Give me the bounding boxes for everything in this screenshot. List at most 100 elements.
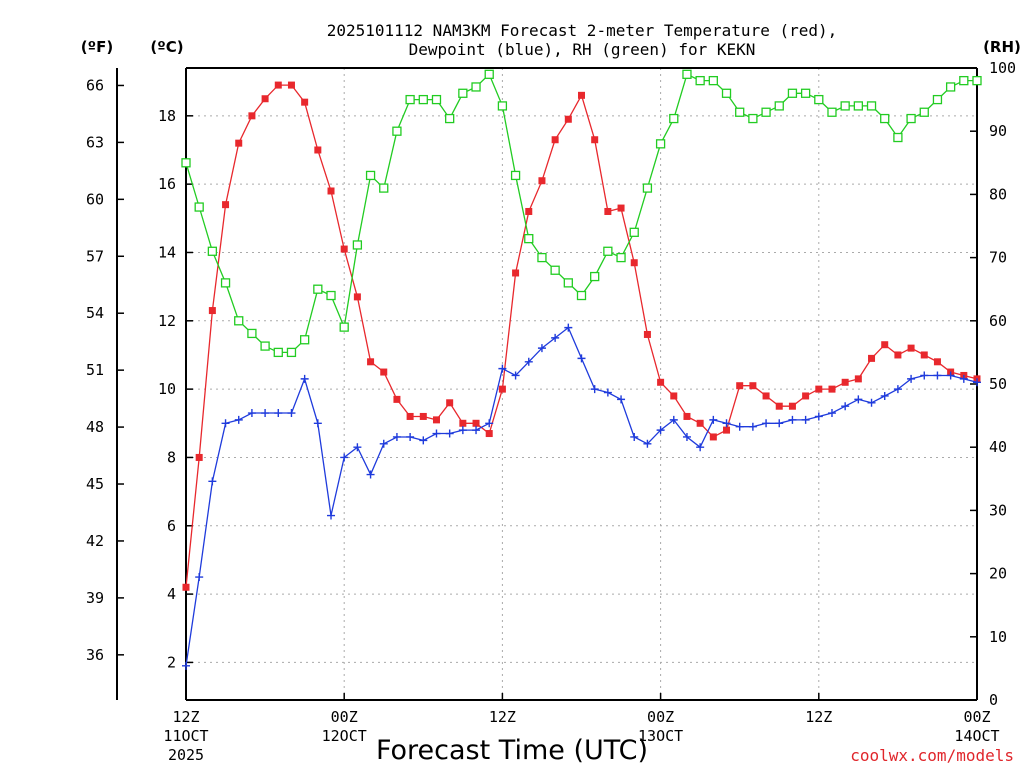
data-point-dewpoint_c xyxy=(643,439,652,448)
data-point-dewpoint_c xyxy=(208,477,217,486)
data-point-dewpoint_c xyxy=(788,415,797,424)
data-point-rh_percent xyxy=(484,69,494,79)
data-point-rh_percent xyxy=(418,94,428,105)
data-point-rh_percent xyxy=(299,335,310,345)
data-point-temperature_c xyxy=(327,187,335,195)
data-point-dewpoint_c xyxy=(182,661,190,670)
data-point-temperature_c xyxy=(564,115,572,123)
data-point-dewpoint_c xyxy=(511,371,520,380)
data-point-dewpoint_c xyxy=(353,443,362,452)
data-point-temperature_c xyxy=(854,375,862,383)
data-point-temperature_c xyxy=(195,453,203,461)
data-point-temperature_c xyxy=(314,146,322,154)
x-tick-label-date: 13OCT xyxy=(638,727,683,745)
data-point-temperature_c xyxy=(736,382,744,390)
data-point-dewpoint_c xyxy=(946,371,955,380)
data-point-temperature_c xyxy=(828,385,836,393)
data-point-temperature_c xyxy=(551,136,559,144)
data-point-dewpoint_c xyxy=(340,453,349,462)
data-point-dewpoint_c xyxy=(234,415,243,424)
data-point-dewpoint_c xyxy=(392,432,401,441)
rh-tick-label: 20 xyxy=(989,565,1007,583)
data-point-temperature_c xyxy=(933,358,941,366)
data-point-rh_percent xyxy=(497,101,508,111)
data-point-dewpoint_c xyxy=(287,409,296,418)
data-point-dewpoint_c xyxy=(722,419,731,428)
data-point-dewpoint_c xyxy=(827,409,836,418)
data-point-rh_percent xyxy=(339,322,349,332)
data-point-temperature_c xyxy=(762,392,770,400)
fahrenheit-tick-label: 45 xyxy=(86,475,104,493)
data-point-rh_percent xyxy=(181,158,191,168)
data-point-dewpoint_c xyxy=(274,409,283,418)
data-point-temperature_c xyxy=(301,98,309,106)
data-point-temperature_c xyxy=(498,385,506,393)
data-series xyxy=(181,69,982,670)
data-point-temperature_c xyxy=(340,245,348,253)
data-point-temperature_c xyxy=(868,354,876,362)
data-point-dewpoint_c xyxy=(814,412,823,421)
data-point-temperature_c xyxy=(643,330,651,338)
data-point-dewpoint_c xyxy=(406,432,415,441)
data-point-temperature_c xyxy=(393,395,401,403)
data-point-dewpoint_c xyxy=(735,422,744,431)
data-point-temperature_c xyxy=(802,392,810,400)
data-point-dewpoint_c xyxy=(920,371,929,380)
data-point-temperature_c xyxy=(538,177,546,185)
data-point-temperature_c xyxy=(841,378,849,386)
data-point-rh_percent xyxy=(774,101,784,111)
site-credit: coolwx.com/models xyxy=(850,746,1014,765)
rh-tick-label: 60 xyxy=(989,312,1007,330)
data-point-temperature_c xyxy=(485,430,493,438)
data-point-temperature_c xyxy=(670,392,678,400)
data-point-rh_percent xyxy=(972,75,982,86)
data-point-rh_percent xyxy=(603,246,613,256)
data-point-temperature_c xyxy=(446,399,454,407)
data-point-rh_percent xyxy=(735,107,745,117)
celsius-tick-label: 2 xyxy=(167,653,176,671)
data-point-rh_percent xyxy=(893,132,903,143)
x-axis-title: Forecast Time (UTC) xyxy=(376,735,648,766)
data-point-rh_percent xyxy=(827,107,837,117)
data-point-dewpoint_c xyxy=(801,415,810,424)
data-point-rh_percent xyxy=(405,94,415,105)
data-point-rh_percent xyxy=(563,278,573,288)
data-point-dewpoint_c xyxy=(300,374,309,383)
data-point-rh_percent xyxy=(880,113,890,124)
fahrenheit-tick-label: 36 xyxy=(86,646,104,664)
data-point-rh_percent xyxy=(682,69,692,79)
data-point-temperature_c xyxy=(525,207,533,215)
celsius-tick-label: 16 xyxy=(158,175,176,193)
data-point-dewpoint_c xyxy=(603,388,612,397)
data-point-rh_percent xyxy=(352,240,363,250)
data-point-temperature_c xyxy=(709,433,717,441)
data-point-dewpoint_c xyxy=(893,385,902,394)
data-point-rh_percent xyxy=(458,88,468,98)
data-point-rh_percent xyxy=(932,94,943,105)
data-point-dewpoint_c xyxy=(762,419,771,428)
data-point-temperature_c xyxy=(235,139,243,147)
data-point-temperature_c xyxy=(459,419,467,427)
data-point-temperature_c xyxy=(604,207,612,215)
data-point-temperature_c xyxy=(512,269,520,277)
x-tick-label-time: 12Z xyxy=(805,708,832,726)
data-point-rh_percent xyxy=(247,328,257,339)
data-point-dewpoint_c xyxy=(959,374,968,383)
rh-axis-label: (RH) xyxy=(983,38,1021,56)
data-point-temperature_c xyxy=(894,351,902,359)
rh-tick-label: 90 xyxy=(989,122,1007,140)
data-point-dewpoint_c xyxy=(261,409,270,418)
data-point-rh_percent xyxy=(814,94,824,105)
data-point-temperature_c xyxy=(657,378,665,386)
data-point-temperature_c xyxy=(367,358,375,366)
data-point-rh_percent xyxy=(616,252,626,263)
data-point-temperature_c xyxy=(380,368,388,376)
rh-tick-label: 70 xyxy=(989,249,1007,267)
data-point-rh_percent xyxy=(431,94,442,105)
data-point-rh_percent xyxy=(906,113,916,124)
tick-labels: 2 4 6 8 10 12 14 16 18 36 39 42 45 48 51 54 57 60 63 66 0 10 2… xyxy=(86,59,1016,764)
data-point-dewpoint_c xyxy=(498,364,507,373)
data-point-dewpoint_c xyxy=(973,378,981,387)
data-point-rh_percent xyxy=(537,252,547,263)
